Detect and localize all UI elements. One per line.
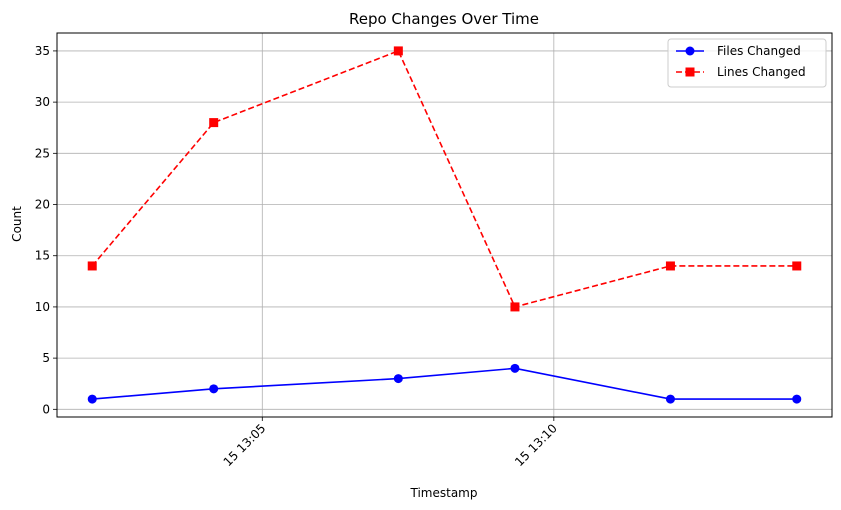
series-line [92, 367, 797, 400]
data-point [87, 261, 97, 271]
axis-ticks: 0 5 10 15 20 25 30 35 15 13:05 15 13:10 [35, 44, 560, 469]
data-point [209, 118, 219, 128]
legend: Files Changed Lines Changed [667, 38, 827, 88]
x-tick-label: 15 13:05 [221, 421, 269, 469]
series-layer [87, 46, 802, 404]
data-point [792, 261, 802, 271]
y-tick-label: 5 [42, 351, 50, 365]
series-line [91, 49, 797, 308]
data-point [665, 394, 675, 404]
plot-area-frame [56, 32, 833, 418]
x-tick-label: 15 13:10 [512, 421, 560, 469]
legend-marker [685, 67, 695, 77]
grid-lines [57, 33, 832, 417]
data-point [87, 394, 97, 404]
y-tick-label: 10 [35, 300, 50, 314]
y-tick-label: 25 [35, 146, 50, 160]
legend-label: Lines Changed [717, 65, 806, 79]
y-tick-label: 0 [42, 402, 50, 416]
legend-label: Files Changed [717, 44, 801, 58]
data-point [510, 302, 520, 312]
data-point [665, 261, 675, 271]
y-tick-label: 30 [35, 95, 50, 109]
y-axis-title: Count [10, 206, 24, 242]
data-point [393, 374, 403, 384]
data-point [510, 363, 520, 373]
data-point [393, 46, 403, 56]
y-tick-label: 15 [35, 249, 50, 263]
data-point [792, 394, 802, 404]
chart-title: Repo Changes Over Time [349, 10, 539, 28]
series-lines-changed [87, 46, 802, 312]
data-point [209, 384, 219, 394]
y-tick-label: 20 [35, 198, 50, 212]
legend-box [667, 38, 827, 88]
y-tick-label: 35 [35, 44, 50, 58]
series-files-changed [87, 363, 802, 404]
legend-marker [685, 46, 695, 56]
x-axis-title: Timestamp [410, 486, 478, 500]
